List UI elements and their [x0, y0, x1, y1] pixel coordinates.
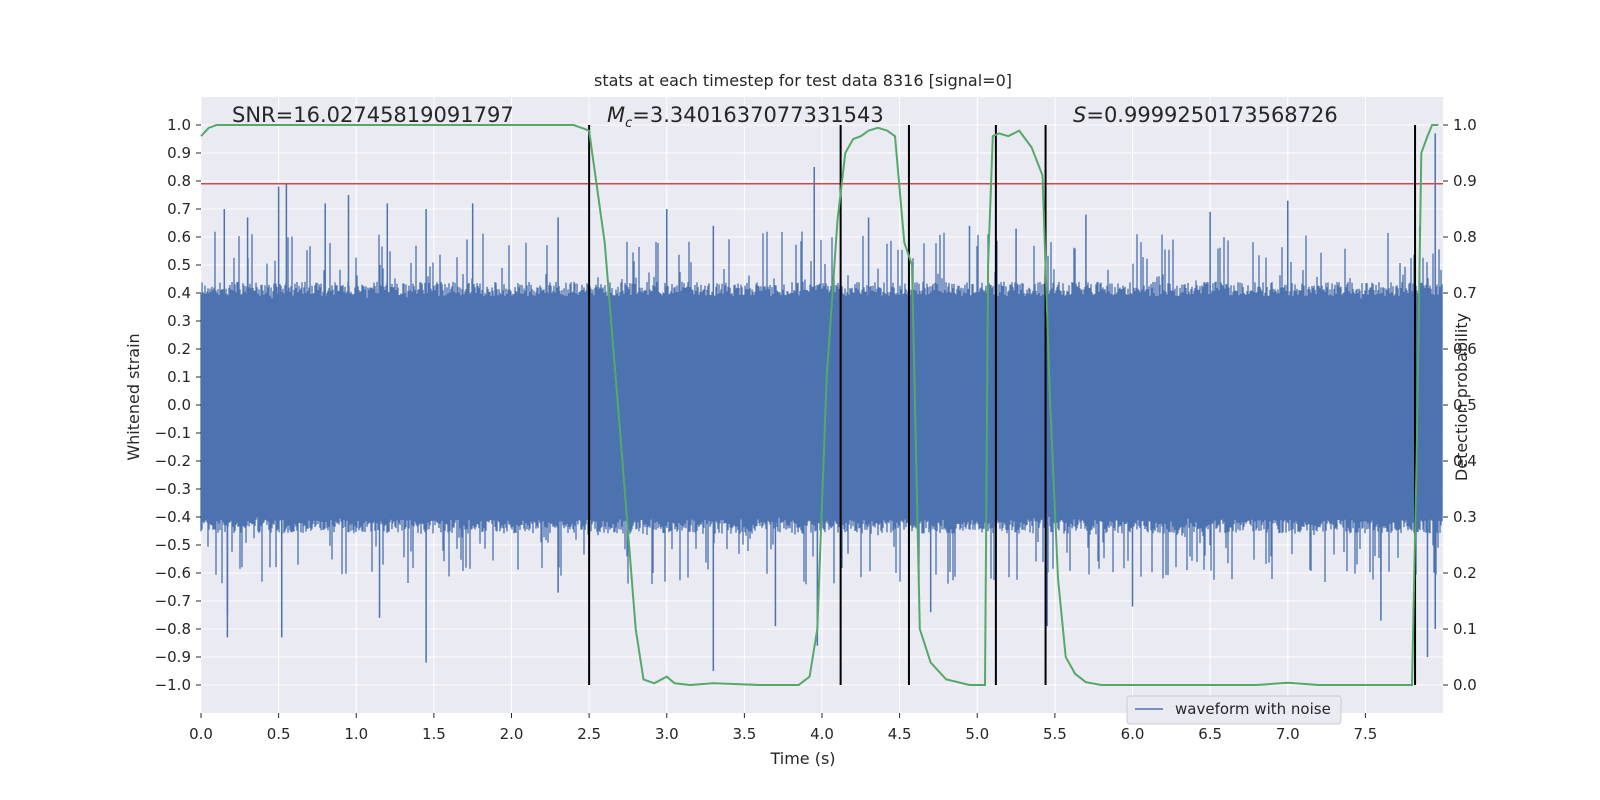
y-tick-label: −0.7	[155, 592, 191, 610]
y-tick-label: 0.8	[167, 172, 191, 190]
waveform-body	[200, 231, 1443, 585]
x-tick-label: 6.0	[1121, 725, 1145, 743]
y-tick-label: −0.5	[155, 536, 191, 554]
y-tick-label: 0.4	[167, 284, 191, 302]
y2-tick-label: 0.1	[1453, 620, 1477, 638]
x-tick-label: 1.5	[422, 725, 446, 743]
y-tick-label: 0.5	[167, 256, 191, 274]
x-tick-label: 1.0	[344, 725, 368, 743]
y-tick-label: 0.2	[167, 340, 191, 358]
chirp-mass-symbol: M	[607, 103, 625, 127]
y2-tick-label: 0.5	[1453, 396, 1477, 414]
x-tick-label: 2.0	[500, 725, 524, 743]
y2-tick-label: 0.4	[1453, 452, 1477, 470]
legend: waveform with noise	[1126, 695, 1342, 725]
snr-annotation: SNR=16.02745819091797	[232, 103, 514, 127]
x-tick-label: 3.0	[655, 725, 679, 743]
x-tick-label: 4.5	[888, 725, 912, 743]
x-tick-label: 6.5	[1198, 725, 1222, 743]
chirp-mass-subscript: c	[625, 116, 632, 131]
x-tick-label: 7.5	[1353, 725, 1377, 743]
detection-probability-series	[200, 124, 1439, 687]
y-axis-ticks: 1.0 0.9 0.8 0.7 0.6 0.5 0.4 0.3 0.2 0.1 0.0 −0.1 −0.…	[155, 116, 201, 694]
x-tick-label: 0.0	[189, 725, 213, 743]
segment-boundaries	[588, 125, 1417, 685]
y-tick-label: −0.1	[155, 424, 191, 442]
spin-value: =0.9999250173568726	[1086, 103, 1337, 127]
chirp-mass-annotation: Mc=3.3401637077331543	[607, 103, 884, 131]
y2-tick-label: 0.0	[1453, 676, 1477, 694]
y-tick-label: −0.4	[155, 508, 191, 526]
waveform-series	[200, 133, 1443, 671]
chirp-mass-value: =3.3401637077331543	[632, 103, 883, 127]
x-axis-ticks: 0.0 0.5 1.0 1.5 2.0 2.5 3.0 3.5 4.0 4.5 5.0 5.5 6.0 6…	[189, 713, 1377, 743]
y-tick-label: −1.0	[155, 676, 191, 694]
y2-tick-label: 1.0	[1453, 116, 1477, 134]
y-tick-label: 0.6	[167, 228, 191, 246]
x-tick-label: 2.5	[577, 725, 601, 743]
y-tick-label: 0.7	[167, 200, 191, 218]
x-tick-label: 7.0	[1276, 725, 1300, 743]
y-tick-label: −0.3	[155, 480, 191, 498]
x-tick-label: 4.0	[810, 725, 834, 743]
y-tick-label: −0.8	[155, 620, 191, 638]
y2-tick-label: 0.3	[1453, 508, 1477, 526]
x-tick-label: 5.5	[1043, 725, 1067, 743]
y2-tick-label: 0.9	[1453, 172, 1477, 190]
x-tick-label: 0.5	[267, 725, 291, 743]
legend-box	[1126, 695, 1342, 725]
y-tick-label: −0.2	[155, 452, 191, 470]
y-tick-label: −0.6	[155, 564, 191, 582]
y-tick-label: 0.1	[167, 368, 191, 386]
y2-tick-label: 0.2	[1453, 564, 1477, 582]
y2-tick-label: 0.7	[1453, 284, 1477, 302]
legend-entry: waveform with noise	[1175, 700, 1331, 718]
y2-tick-label: 0.6	[1453, 340, 1477, 358]
y-tick-label: −0.9	[155, 648, 191, 666]
x-axis-label: Time (s)	[769, 749, 835, 768]
y2-axis-ticks: 1.0 0.9 0.8 0.7 0.6 0.5 0.4 0.3 0.2 0.1 0.0	[1443, 116, 1477, 694]
y-tick-label: 1.0	[167, 116, 191, 134]
y2-axis-label: Detection probability	[1452, 313, 1471, 481]
y-tick-label: 0.0	[167, 396, 191, 414]
y2-tick-label: 0.8	[1453, 228, 1477, 246]
y-tick-label: 0.3	[167, 312, 191, 330]
x-tick-label: 3.5	[732, 725, 756, 743]
spin-symbol: S	[1073, 103, 1086, 127]
y-axis-label: Whitened strain	[124, 333, 143, 460]
x-tick-label: 5.0	[965, 725, 989, 743]
chart-title: stats at each timestep for test data 831…	[594, 71, 1012, 90]
y-tick-label: 0.9	[167, 144, 191, 162]
spin-annotation: S=0.9999250173568726	[1073, 103, 1338, 127]
detection-probability-line	[200, 124, 1439, 687]
